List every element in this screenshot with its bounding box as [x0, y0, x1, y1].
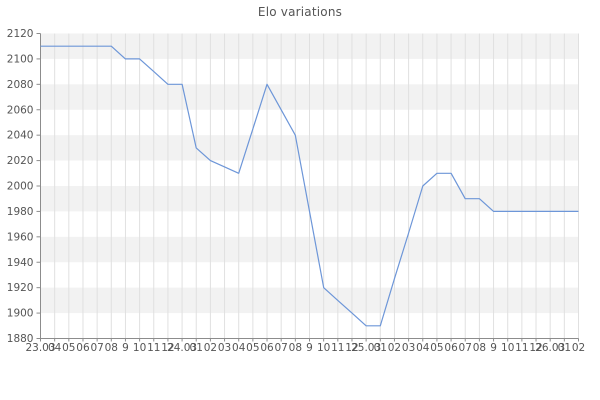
- x-tick-label: 02: [572, 342, 585, 354]
- x-tick-label: 10: [317, 342, 330, 354]
- y-tick-label: 2020: [7, 155, 34, 167]
- x-tick-label: 05: [430, 342, 443, 354]
- y-tick-label: 1960: [7, 231, 34, 243]
- x-tick-label: 11: [331, 342, 344, 354]
- y-tick-label: 1900: [7, 308, 34, 320]
- x-tick-label: 03: [402, 342, 415, 354]
- x-tick-label: 25.03: [351, 342, 381, 354]
- y-tick-label: 1880: [7, 333, 34, 345]
- y-tick-label: 2000: [7, 181, 34, 193]
- x-tick-label: 08: [473, 342, 486, 354]
- x-tick-label: 02: [388, 342, 401, 354]
- x-tick-label: 07: [274, 342, 287, 354]
- x-tick-label: 07: [459, 342, 472, 354]
- x-tick-label: 02: [204, 342, 217, 354]
- y-tick-label: 2060: [7, 104, 34, 116]
- x-tick-label: 05: [62, 342, 75, 354]
- x-tick-label: 01: [190, 342, 203, 354]
- y-tick-label: 2040: [7, 130, 34, 142]
- y-tick-label: 1940: [7, 257, 34, 269]
- x-tick-label: 06: [260, 342, 274, 354]
- y-tick-label: 2120: [7, 28, 34, 40]
- x-tick-label: 12: [345, 342, 358, 354]
- x-tick-label: 12: [161, 342, 174, 354]
- x-tick-label: 9: [306, 342, 313, 354]
- x-tick-label: 01: [374, 342, 387, 354]
- x-tick-label: 11: [147, 342, 160, 354]
- x-tick-label: 11: [515, 342, 528, 354]
- x-tick-label: 06: [76, 342, 90, 354]
- x-tick-label: 01: [558, 342, 571, 354]
- x-tick-label: 08: [105, 342, 118, 354]
- x-tick-label: 03: [218, 342, 231, 354]
- x-tick-label: 24.03: [167, 342, 197, 354]
- x-tick-label: 08: [289, 342, 302, 354]
- x-tick-label: 10: [133, 342, 146, 354]
- y-tick-label: 1980: [7, 206, 34, 218]
- x-tick-label: 23.03: [25, 342, 55, 354]
- elo-line-series: [40, 45, 579, 327]
- y-tick-label: 2100: [7, 53, 34, 65]
- x-tick-label: 10: [501, 342, 514, 354]
- x-tick-label: 26.03: [535, 342, 565, 354]
- y-tick-label: 1920: [7, 282, 34, 294]
- x-tick-label: 04: [232, 342, 246, 354]
- chart-title: Elo variations: [257, 5, 343, 19]
- y-tick-label: 2080: [7, 79, 34, 91]
- x-tick-label: 04: [48, 342, 62, 354]
- x-tick-label: 12: [529, 342, 542, 354]
- x-tick-label: 07: [90, 342, 103, 354]
- x-tick-label: 9: [122, 342, 129, 354]
- x-tick-label: 9: [490, 342, 497, 354]
- x-tick-label: 04: [416, 342, 430, 354]
- x-tick-label: 06: [444, 342, 458, 354]
- x-tick-label: 05: [246, 342, 259, 354]
